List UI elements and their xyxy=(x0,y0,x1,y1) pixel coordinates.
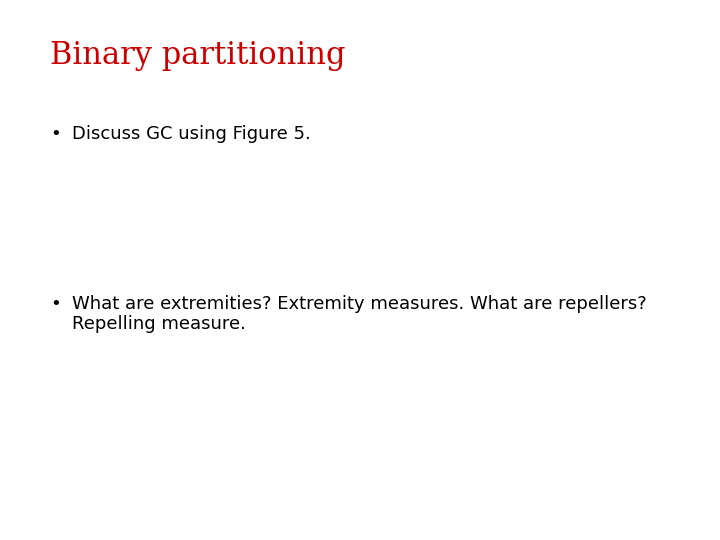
Text: What are extremities? Extremity measures. What are repellers?: What are extremities? Extremity measures… xyxy=(72,295,647,313)
Text: •: • xyxy=(50,295,60,313)
Text: •: • xyxy=(50,125,60,143)
Text: Binary partitioning: Binary partitioning xyxy=(50,40,346,71)
Text: Discuss GC using Figure 5.: Discuss GC using Figure 5. xyxy=(72,125,311,143)
Text: Repelling measure.: Repelling measure. xyxy=(72,315,246,333)
